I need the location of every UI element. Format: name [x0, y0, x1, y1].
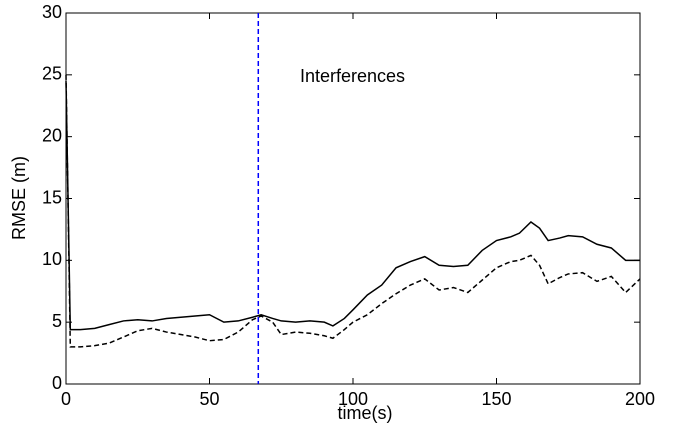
y-tick-label: 20: [42, 125, 62, 145]
y-tick-label: 10: [42, 249, 62, 269]
annotation: Interferences: [300, 66, 405, 86]
x-tick-label: 200: [625, 389, 655, 409]
y-axis-label: RMSE (m): [9, 156, 29, 240]
y-tick-label: 25: [42, 64, 62, 84]
data-line: [65, 81, 640, 331]
y-tick-label: 5: [52, 311, 62, 331]
x-tick-label: 50: [199, 389, 219, 409]
x-tick-label: 0: [61, 389, 71, 409]
x-tick-label: 150: [481, 389, 511, 409]
y-tick-label: 0: [52, 373, 62, 393]
x-axis-label: time(s): [338, 403, 393, 423]
y-tick-label: 15: [42, 187, 62, 207]
y-tick-label: 30: [42, 2, 62, 22]
x-tick-label: 100: [338, 389, 368, 409]
data-line: [65, 74, 641, 348]
